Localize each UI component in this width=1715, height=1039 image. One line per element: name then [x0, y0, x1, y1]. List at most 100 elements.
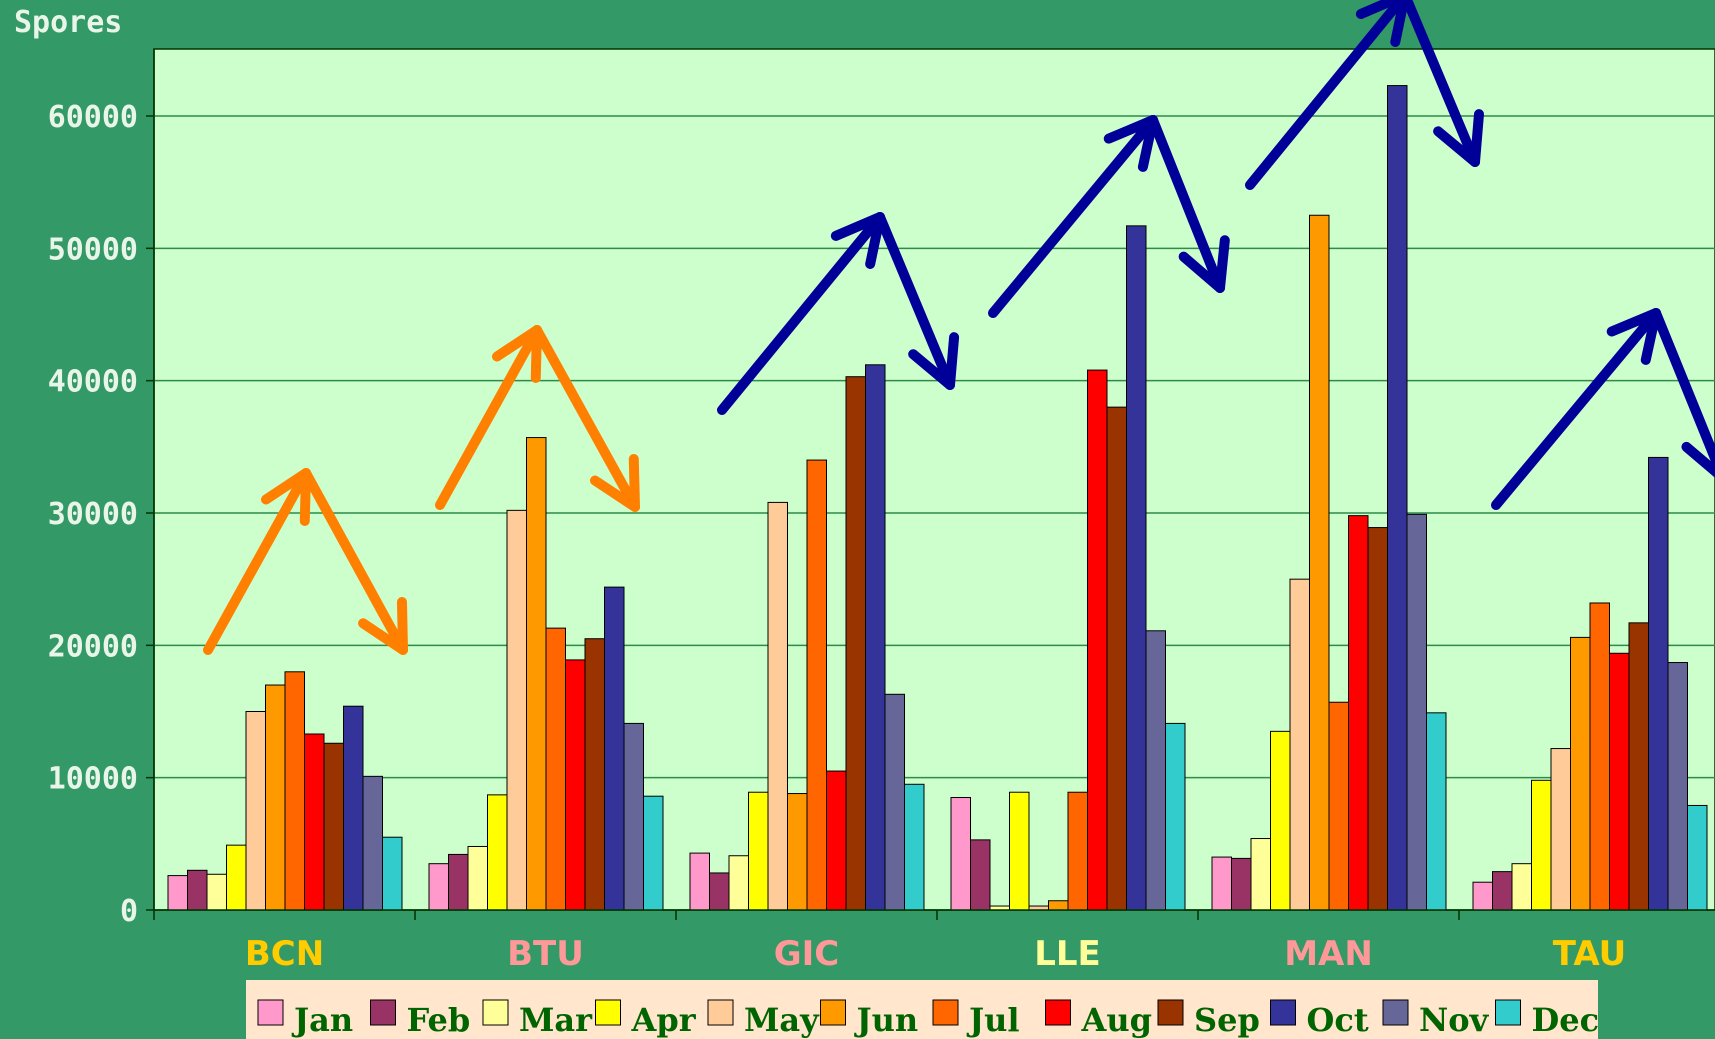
bar-nov-btu	[623, 722, 644, 911]
legend-label-oct: Oct	[1307, 1001, 1369, 1039]
annotation-arrowhead-down	[589, 454, 640, 512]
legend-swatch-sep	[1157, 999, 1184, 1026]
legend-swatch-nov	[1382, 999, 1409, 1026]
bar-dec-gic	[904, 783, 925, 911]
bar-sep-man	[1367, 527, 1388, 911]
bar-apr-lle	[1009, 791, 1030, 911]
bar-jan-gic	[689, 852, 710, 911]
legend-swatch-aug	[1045, 999, 1071, 1026]
bar-jun-btu	[526, 437, 547, 911]
legend-swatch-jan	[257, 999, 284, 1026]
legend-label-nov: Nov	[1419, 1001, 1490, 1039]
bar-sep-tau	[1628, 622, 1649, 911]
x-tick-label: BCN	[245, 934, 324, 974]
legend-swatch-dec	[1495, 999, 1521, 1026]
x-tick-label: TAU	[1553, 934, 1626, 974]
y-tick-label: 10000	[48, 762, 138, 797]
annotation-arrow-down	[875, 212, 955, 390]
legend-label-mar: Mar	[519, 1001, 593, 1039]
bar-feb-man	[1231, 857, 1252, 911]
annotation-arrow-down	[301, 468, 408, 655]
bar-jun-gic	[787, 793, 808, 911]
legend-swatch-may	[707, 999, 734, 1026]
bar-mar-man	[1250, 838, 1271, 911]
bar-jun-bcn	[265, 684, 286, 911]
legend-swatch-jun	[820, 999, 846, 1026]
bar-oct-tau	[1648, 456, 1669, 911]
bar-jul-gic	[806, 459, 827, 911]
annotation-arrow-down	[1148, 115, 1225, 293]
legend-swatch-mar	[482, 999, 509, 1026]
y-tick-label: 60000	[48, 100, 138, 135]
bar-feb-btu	[448, 853, 469, 911]
bar-feb-tau	[1492, 871, 1513, 911]
bar-nov-gic	[884, 693, 905, 911]
gridlines	[154, 115, 1715, 779]
bar-oct-gic	[865, 364, 886, 911]
bar-feb-lle	[970, 839, 991, 911]
annotation-arrow-down	[532, 325, 640, 512]
legend-label-may: May	[744, 1001, 820, 1039]
x-axis: BCN BTU GIC LLE MAN TAU	[153, 909, 1715, 974]
bar-nov-man	[1406, 513, 1427, 911]
y-tick-label: 20000	[48, 629, 138, 664]
bar-mar-btu	[467, 845, 488, 911]
bar-apr-btu	[487, 794, 508, 911]
annotation-arrow-up	[203, 468, 311, 655]
legend-label-dec: Dec	[1532, 1001, 1600, 1039]
bar-dec-bcn	[382, 836, 403, 911]
legend-label-aug: Aug	[1081, 1001, 1152, 1039]
y-tick-label: 0	[120, 894, 138, 929]
annotation-arrow-up	[988, 115, 1158, 318]
x-tick-label: GIC	[774, 934, 840, 974]
legend-swatch-apr	[595, 999, 621, 1026]
annotations-group	[203, 0, 1715, 655]
bar-jul-tau	[1589, 602, 1610, 911]
bar-jul-btu	[545, 627, 566, 911]
bar-apr-bcn	[226, 844, 247, 911]
bar-jan-btu	[428, 863, 449, 911]
bar-apr-gic	[748, 791, 769, 911]
bar-sep-lle	[1106, 406, 1127, 911]
legend	[246, 980, 1598, 1039]
bar-aug-gic	[826, 770, 847, 911]
legend-label-jul: Jul	[966, 1001, 1020, 1039]
legend-swatch-feb	[370, 999, 396, 1026]
annotation-arrow-down	[1651, 308, 1715, 472]
bar-aug-lle	[1087, 369, 1108, 911]
bar-sep-btu	[584, 638, 605, 911]
x-tick-label: LLE	[1034, 934, 1101, 974]
bar-mar-tau	[1511, 863, 1532, 911]
bar-jul-man	[1328, 701, 1349, 911]
annotation-arrow-up	[435, 325, 542, 510]
bar-sep-gic	[845, 376, 866, 911]
bar-may-gic	[767, 501, 788, 911]
bar-nov-tau	[1667, 662, 1688, 911]
legend-label-sep: Sep	[1194, 1001, 1260, 1039]
annotation-arrow-up	[1245, 0, 1408, 190]
annotation-arrow-up	[717, 212, 885, 415]
bar-nov-bcn	[362, 775, 383, 911]
bar-oct-bcn	[343, 705, 364, 911]
legend-entries: Jan Feb Mar Apr May Jun Jul Aug Sep Oct Nov Dec	[257, 999, 1600, 1039]
x-tick-label: BTU	[507, 934, 584, 974]
annotation-arrowhead-down	[908, 332, 960, 390]
bar-apr-man	[1270, 730, 1291, 911]
plot-area	[153, 48, 1715, 911]
bar-feb-gic	[709, 872, 730, 911]
legend-label-jan: Jan	[291, 1001, 353, 1039]
bar-may-tau	[1550, 748, 1571, 911]
bar-jun-man	[1309, 214, 1330, 911]
annotation-arrowhead-down	[1178, 235, 1230, 293]
bar-dec-lle	[1165, 722, 1186, 911]
bar-mar-gic	[728, 855, 749, 911]
bar-jan-bcn	[167, 875, 188, 911]
bar-aug-man	[1348, 515, 1369, 911]
bar-jul-bcn	[284, 671, 305, 911]
bar-dec-man	[1426, 712, 1447, 911]
bar-aug-bcn	[304, 733, 325, 911]
annotation-arrow-down	[1401, 0, 1480, 167]
annotation-arrow-up	[1491, 308, 1661, 510]
bar-apr-tau	[1531, 779, 1552, 911]
